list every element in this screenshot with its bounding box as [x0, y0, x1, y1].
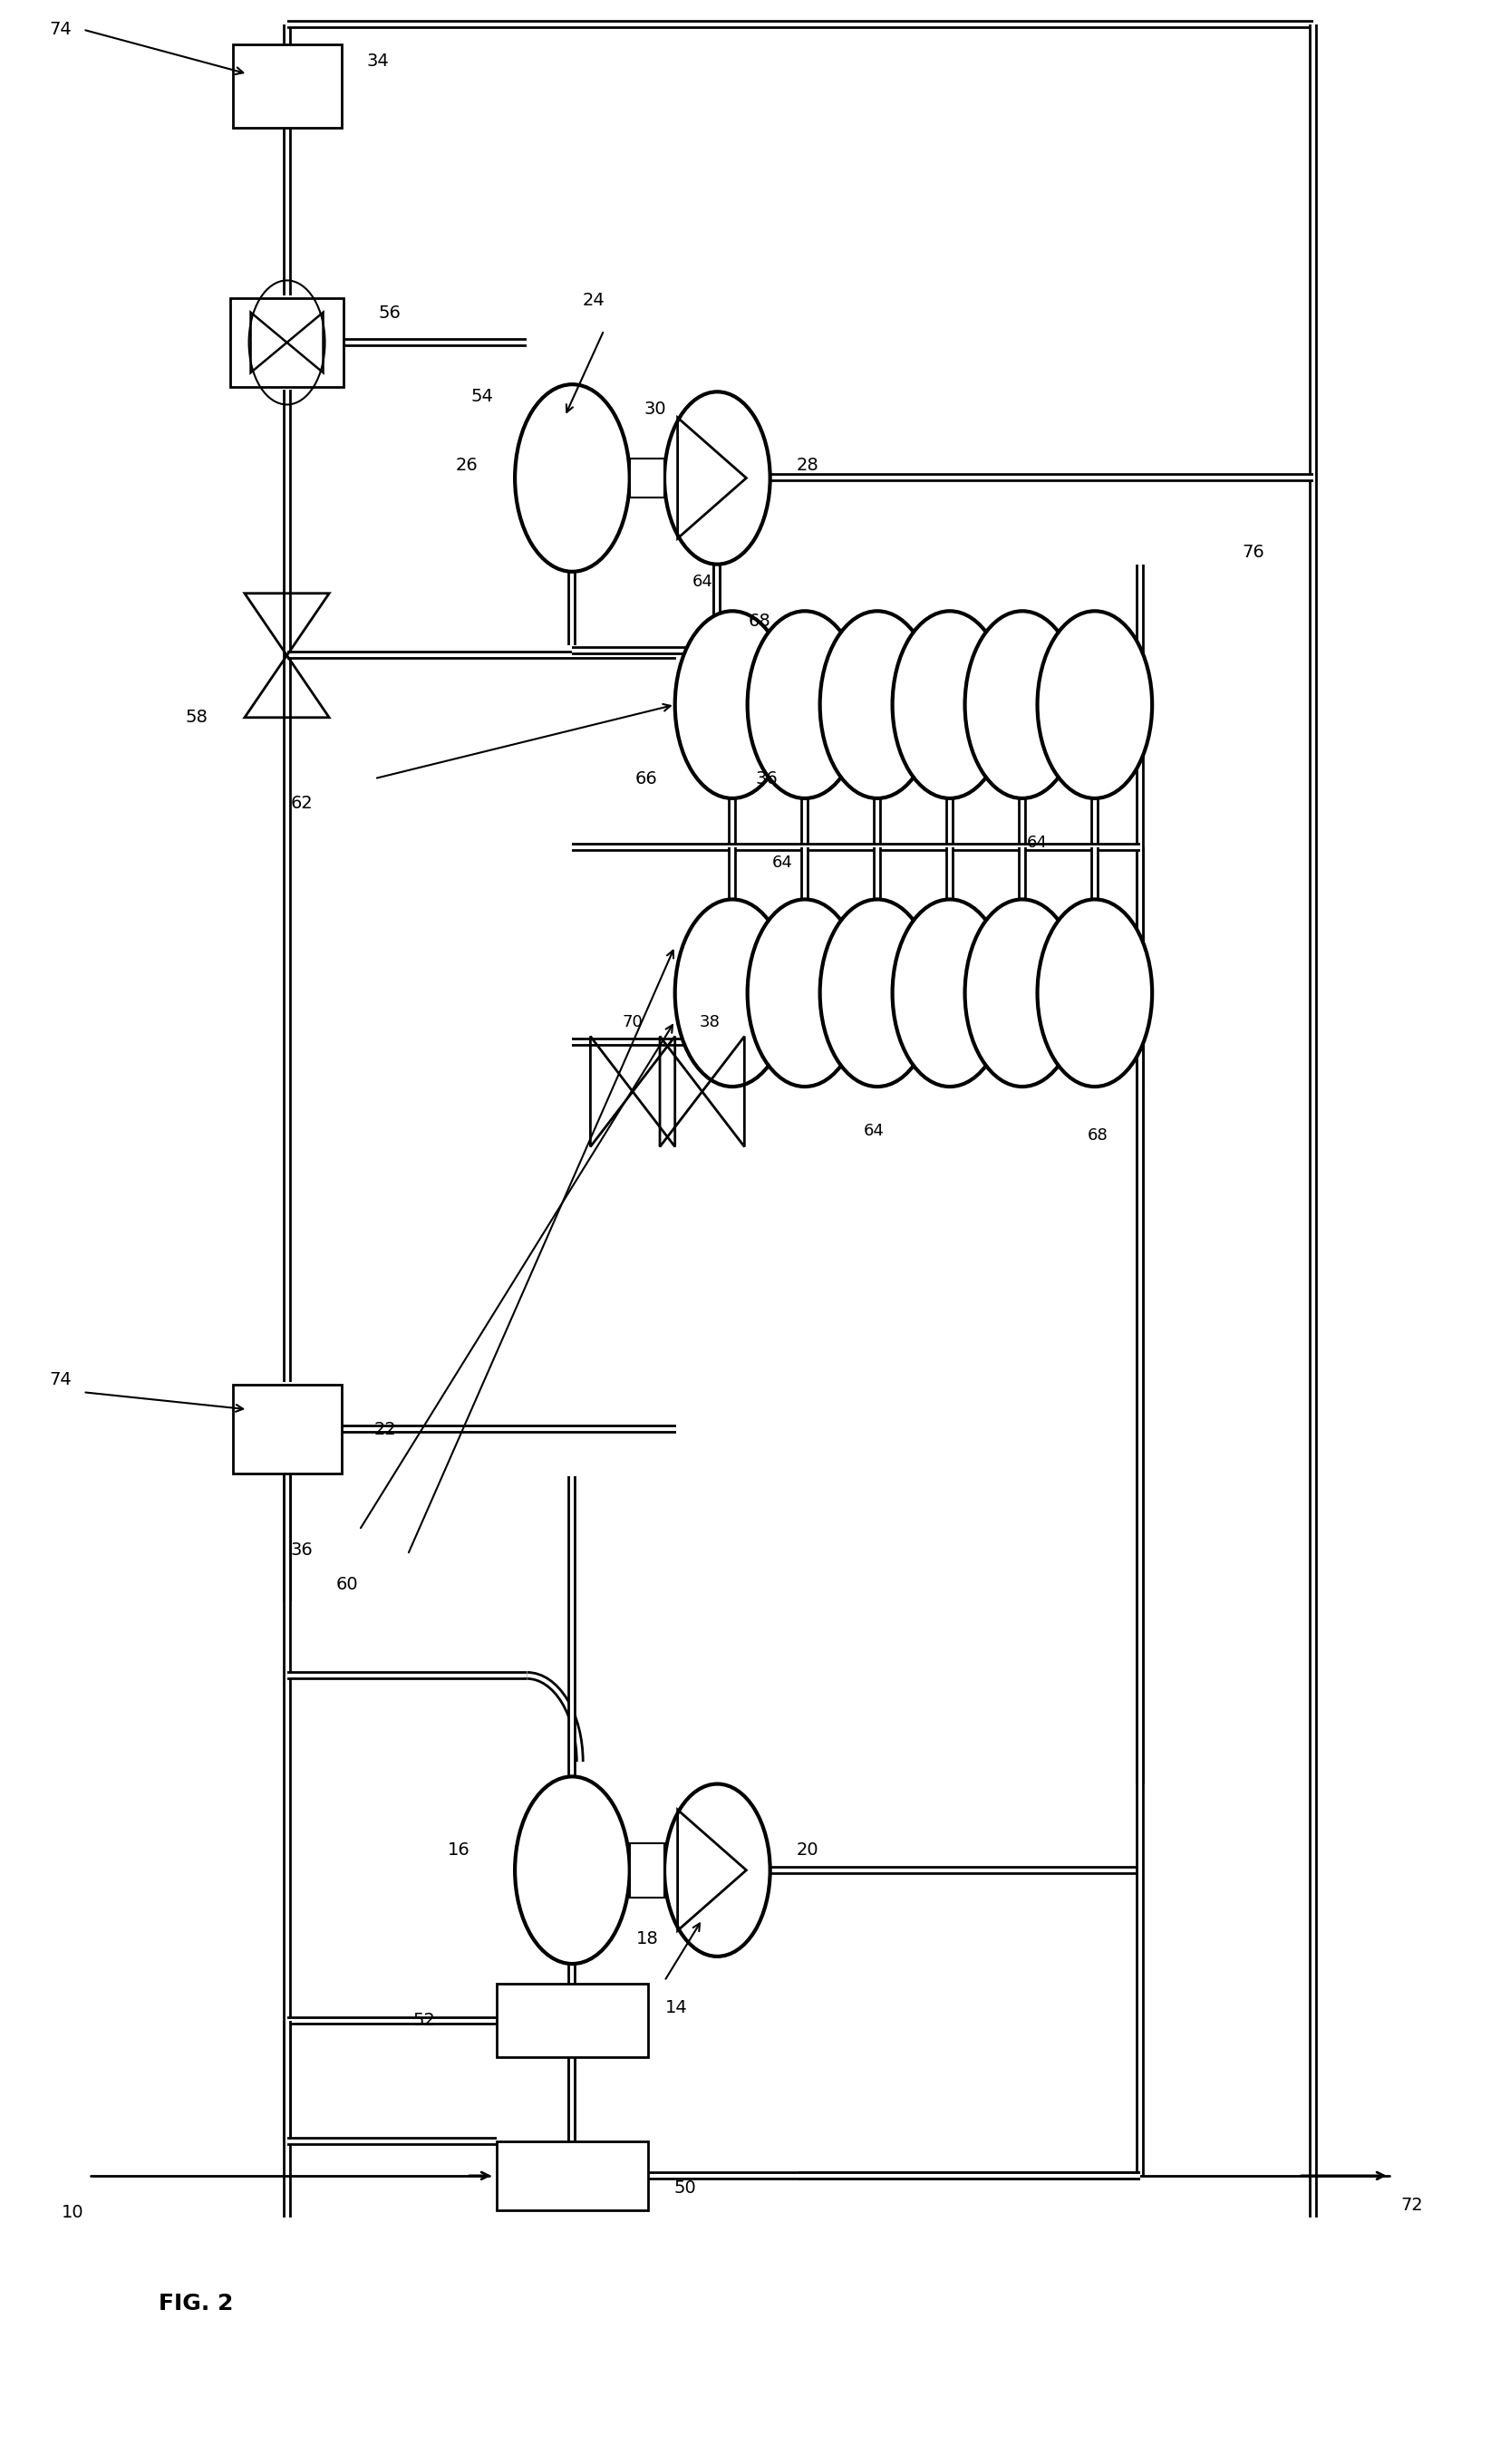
Bar: [230, 298, 343, 387]
Circle shape: [892, 611, 1007, 798]
Circle shape: [965, 611, 1080, 798]
Text: 16: 16: [448, 1843, 470, 1858]
Text: 76: 76: [1243, 545, 1264, 559]
Text: 68: 68: [749, 614, 770, 628]
Circle shape: [675, 899, 790, 1087]
Circle shape: [664, 392, 770, 564]
Text: 74: 74: [50, 22, 71, 37]
Bar: [497, 2141, 648, 2210]
Bar: [630, 1843, 664, 1897]
Text: 68: 68: [1087, 1129, 1108, 1143]
Text: 74: 74: [50, 1372, 71, 1387]
Circle shape: [1037, 899, 1152, 1087]
Bar: [233, 1385, 341, 1473]
Text: 60: 60: [337, 1577, 358, 1592]
Text: 58: 58: [186, 710, 207, 724]
Bar: [630, 458, 664, 498]
Text: 54: 54: [471, 389, 492, 404]
Text: FIG. 2: FIG. 2: [159, 2294, 234, 2314]
Text: 64: 64: [1027, 835, 1048, 850]
Bar: [233, 44, 341, 128]
Text: 72: 72: [1401, 2198, 1422, 2213]
Text: 36: 36: [757, 771, 778, 786]
Text: 70: 70: [622, 1015, 643, 1030]
Circle shape: [515, 384, 630, 572]
Text: 56: 56: [379, 306, 400, 320]
Text: 64: 64: [864, 1124, 885, 1138]
Bar: [497, 1984, 648, 2057]
Text: 14: 14: [666, 2001, 687, 2016]
Text: 50: 50: [675, 2181, 696, 2195]
Text: 22: 22: [374, 1422, 396, 1437]
Text: 66: 66: [636, 771, 657, 786]
Text: 36: 36: [291, 1542, 313, 1557]
Text: 20: 20: [797, 1843, 818, 1858]
Circle shape: [892, 899, 1007, 1087]
Text: 28: 28: [797, 458, 818, 473]
Circle shape: [515, 1777, 630, 1964]
Text: 18: 18: [636, 1932, 658, 1947]
Circle shape: [1037, 611, 1152, 798]
Text: 10: 10: [62, 2205, 83, 2220]
Text: 52: 52: [414, 2013, 435, 2028]
Text: 24: 24: [583, 293, 604, 308]
Circle shape: [747, 899, 862, 1087]
Circle shape: [747, 611, 862, 798]
Text: 34: 34: [367, 54, 388, 69]
Text: 62: 62: [291, 796, 313, 811]
Circle shape: [675, 611, 790, 798]
Circle shape: [820, 899, 935, 1087]
Circle shape: [820, 611, 935, 798]
Text: 38: 38: [699, 1015, 720, 1030]
Text: 26: 26: [456, 458, 477, 473]
Circle shape: [664, 1784, 770, 1956]
Text: 64: 64: [772, 855, 793, 870]
Text: 64: 64: [692, 574, 713, 589]
Circle shape: [965, 899, 1080, 1087]
Text: 30: 30: [645, 402, 666, 416]
